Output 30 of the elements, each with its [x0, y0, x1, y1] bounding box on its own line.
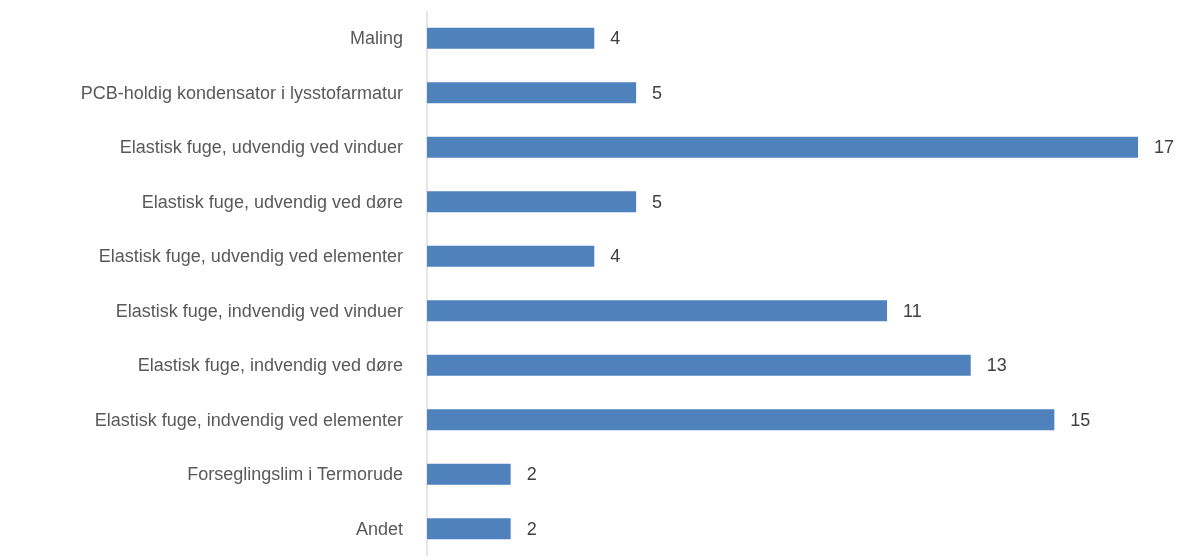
y-tick-label: Elastisk fuge, indvendig ved elementer [94, 409, 403, 430]
data-label: 5 [652, 82, 663, 103]
data-label: 2 [526, 518, 537, 539]
bar [427, 409, 1055, 431]
bar [427, 191, 637, 213]
y-tick-label: Maling [349, 28, 403, 49]
bar [427, 136, 1138, 158]
data-label: 15 [1070, 409, 1091, 430]
bar [427, 245, 595, 267]
bar [427, 518, 511, 540]
bar [427, 354, 971, 376]
data-label: 2 [526, 464, 537, 485]
data-label: 13 [986, 355, 1007, 376]
y-tick-label: Elastisk fuge, udvendig ved døre [141, 191, 403, 212]
data-label: 11 [903, 300, 922, 321]
data-label: 4 [610, 28, 621, 49]
data-label: 17 [1154, 137, 1175, 158]
data-label: 4 [610, 246, 621, 267]
y-tick-label: PCB-holdig kondensator i lysstofarmatur [80, 82, 403, 103]
y-tick-label: Elastisk fuge, indvendig ved vinduer [115, 300, 403, 321]
y-tick-label: Andet [355, 518, 403, 539]
y-tick-label: Elastisk fuge, udvendig ved elementer [98, 246, 403, 267]
y-tick-label: Elastisk fuge, udvendig ved vinduer [119, 137, 403, 158]
bar [427, 300, 888, 322]
y-tick-label: Elastisk fuge, indvendig ved døre [137, 355, 403, 376]
data-label: 5 [652, 191, 663, 212]
bar [427, 27, 595, 49]
y-tick-label: Forseglingslim i Termorude [187, 464, 403, 485]
bar [427, 82, 637, 104]
bar [427, 463, 511, 485]
